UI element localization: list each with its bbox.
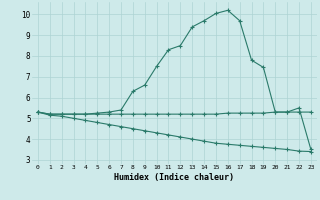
X-axis label: Humidex (Indice chaleur): Humidex (Indice chaleur) bbox=[115, 173, 234, 182]
